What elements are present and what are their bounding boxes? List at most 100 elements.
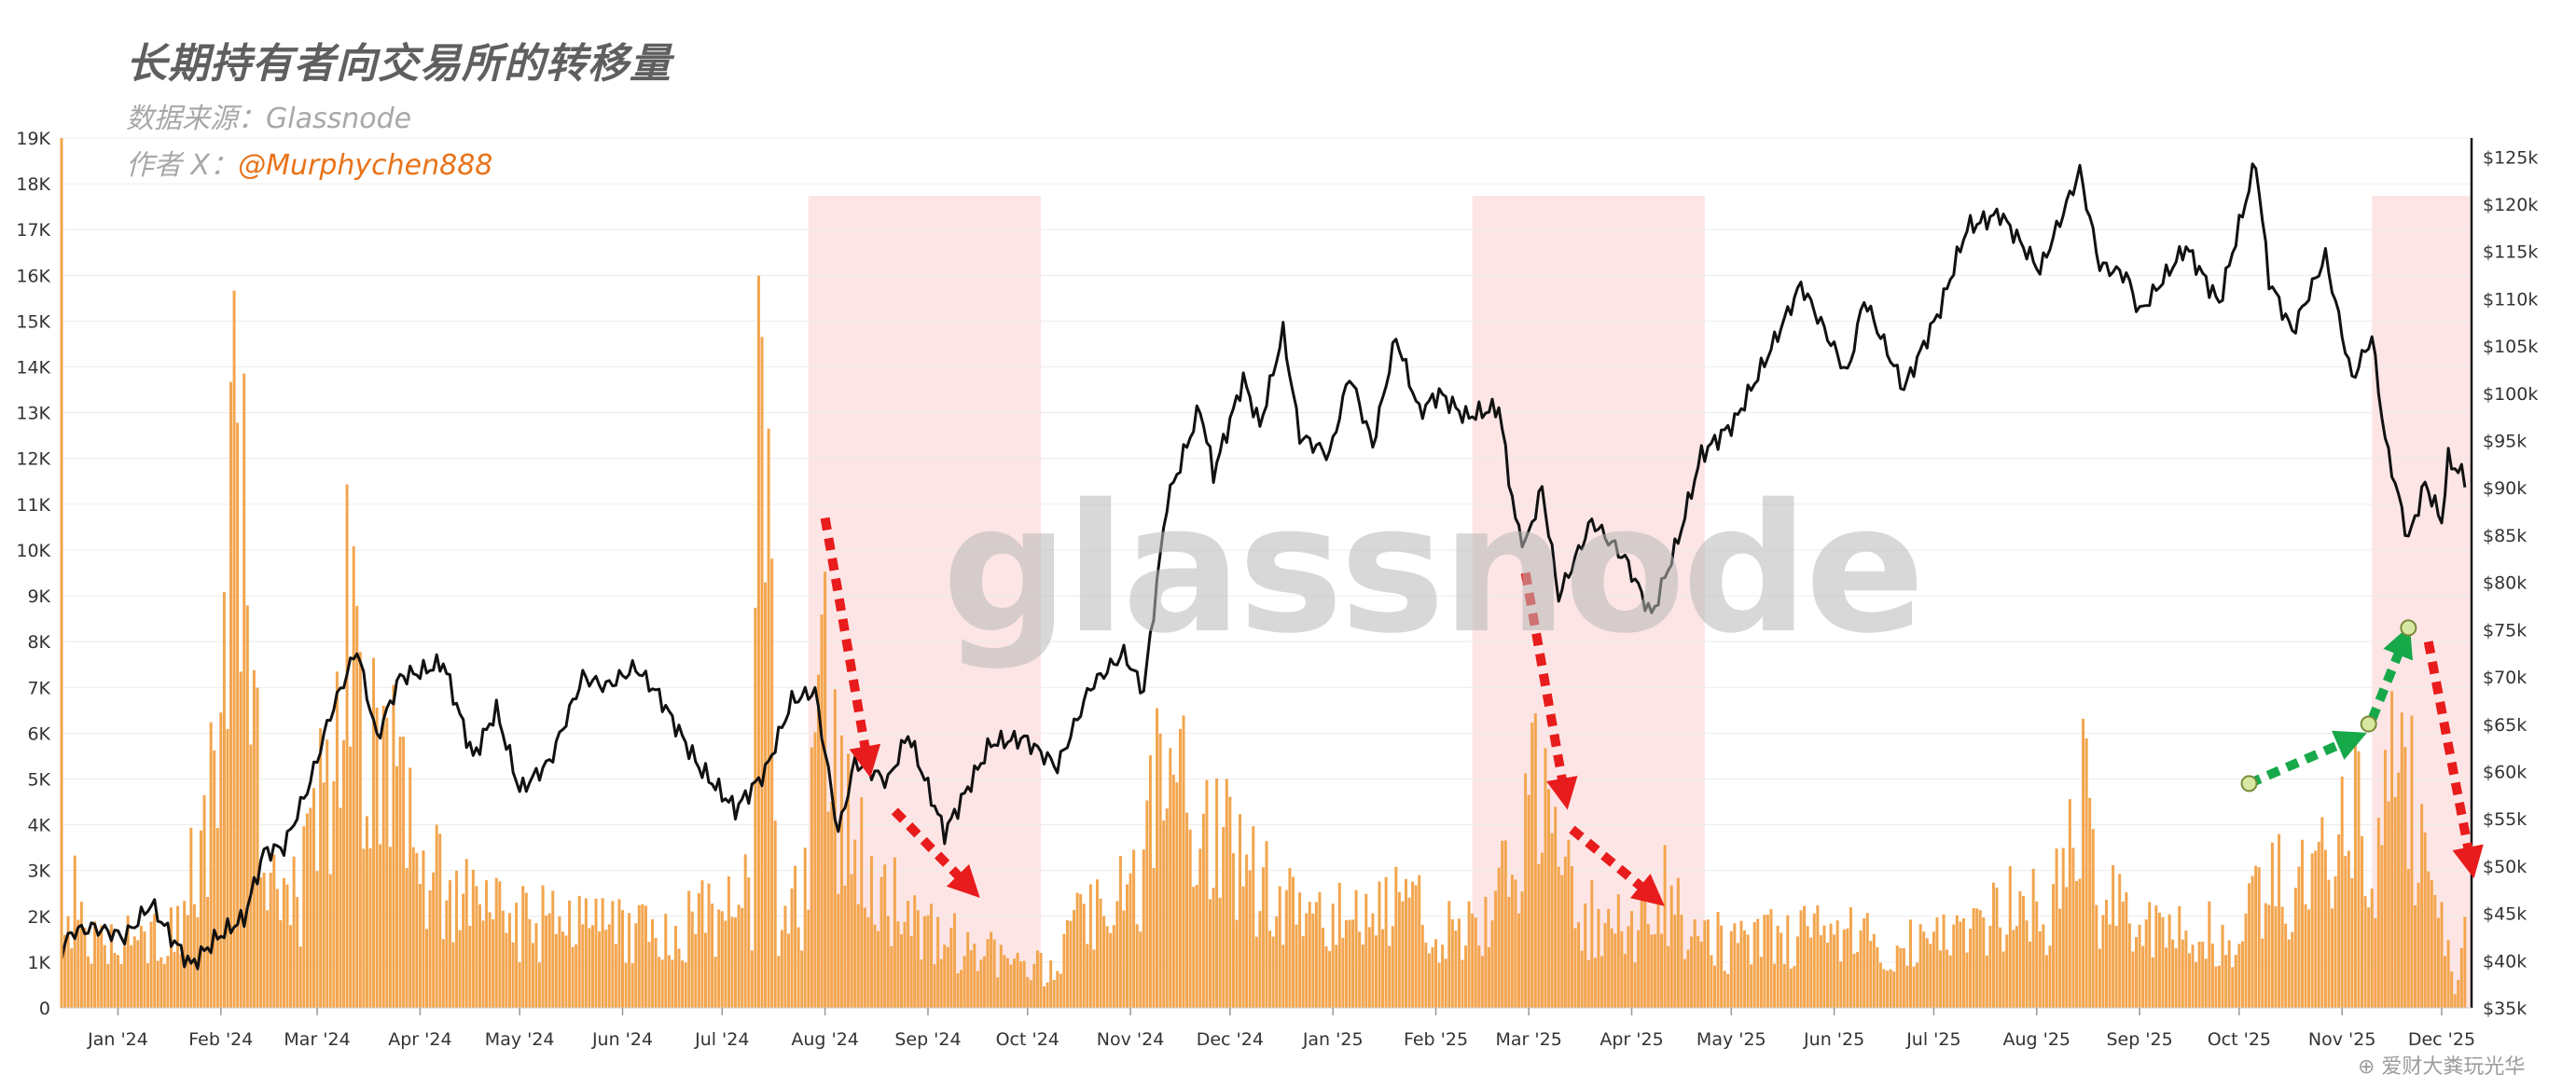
bar bbox=[930, 903, 934, 1008]
x-tick-label: Mar '24 bbox=[284, 1029, 350, 1050]
bar bbox=[617, 899, 621, 1008]
bar bbox=[1816, 905, 1820, 1008]
bar bbox=[1461, 959, 1464, 1008]
bar bbox=[1782, 963, 1786, 1008]
bar bbox=[720, 911, 724, 1008]
bar bbox=[1527, 794, 1530, 1008]
bar bbox=[1878, 962, 1882, 1008]
bar bbox=[2098, 948, 2101, 1008]
bar bbox=[392, 684, 395, 1008]
marker-dot bbox=[2400, 619, 2417, 637]
bar bbox=[899, 934, 903, 1008]
bar bbox=[2001, 951, 2005, 1008]
bar bbox=[1720, 925, 1724, 1008]
bar bbox=[1789, 968, 1793, 1008]
bar bbox=[1733, 923, 1737, 1008]
bar bbox=[1005, 958, 1009, 1008]
bar bbox=[1019, 961, 1023, 1008]
bar bbox=[1484, 896, 1488, 1008]
y-left-tick-label: 9K bbox=[27, 586, 50, 607]
bar bbox=[1763, 915, 1766, 1008]
bar bbox=[807, 909, 810, 1008]
bar bbox=[2084, 737, 2088, 1008]
bar bbox=[1567, 839, 1571, 1008]
bar bbox=[103, 944, 106, 1008]
bar bbox=[2427, 871, 2431, 1008]
bar bbox=[2108, 924, 2112, 1008]
bar bbox=[1035, 950, 1039, 1008]
bar bbox=[226, 728, 229, 1008]
bar bbox=[1863, 917, 1866, 1008]
bar bbox=[478, 903, 481, 1008]
bar bbox=[1112, 925, 1115, 1008]
bar bbox=[1600, 956, 1603, 1008]
bar bbox=[1252, 826, 1255, 1008]
bar bbox=[1235, 919, 1239, 1008]
bar bbox=[1029, 980, 1032, 1008]
bar bbox=[956, 973, 960, 1008]
y-right-tick-label: $95k bbox=[2483, 432, 2527, 452]
bar bbox=[1773, 963, 1777, 1008]
x-tick-label: Jan '25 bbox=[1302, 1029, 1364, 1050]
bar bbox=[1793, 965, 1796, 1008]
bar bbox=[1653, 933, 1656, 1008]
bar bbox=[687, 890, 691, 1008]
y-left-tick-label: 13K bbox=[16, 404, 50, 424]
bar bbox=[673, 925, 677, 1008]
bar bbox=[1501, 840, 1504, 1008]
up-arrow bbox=[2367, 625, 2413, 722]
author-handle[interactable]: @Murphychen888 bbox=[238, 149, 493, 182]
y-right-tick-label: $105k bbox=[2483, 337, 2538, 357]
bar bbox=[939, 958, 943, 1008]
bar bbox=[2197, 941, 2201, 1008]
bar bbox=[992, 939, 996, 1008]
bar bbox=[2065, 887, 2069, 1008]
bar bbox=[2367, 907, 2371, 1008]
bar bbox=[1414, 885, 1418, 1008]
y-right-tick-label: $110k bbox=[2483, 289, 2538, 310]
bar bbox=[1780, 932, 1783, 1008]
bar bbox=[1271, 936, 1275, 1008]
y-right-tick-label: $70k bbox=[2483, 668, 2527, 688]
bar bbox=[883, 864, 887, 1008]
y-right-tick-label: $75k bbox=[2483, 620, 2527, 641]
bar bbox=[1710, 955, 1713, 1008]
bar bbox=[1009, 964, 1013, 1008]
bar bbox=[296, 897, 299, 1008]
bar bbox=[1673, 914, 1677, 1008]
bar bbox=[1961, 918, 1965, 1008]
bar bbox=[1225, 779, 1228, 1008]
bar bbox=[79, 902, 83, 1008]
bar bbox=[86, 956, 90, 1008]
bar bbox=[2383, 750, 2387, 1008]
bar bbox=[1311, 913, 1315, 1008]
x-tick-label: Jun '24 bbox=[591, 1029, 653, 1050]
bar bbox=[1351, 919, 1355, 1008]
bar bbox=[1965, 952, 1969, 1008]
y-left-tick-label: 8K bbox=[27, 632, 50, 653]
bar bbox=[242, 373, 246, 1009]
bar bbox=[162, 963, 166, 1008]
bar bbox=[2307, 909, 2311, 1008]
bar bbox=[2261, 938, 2264, 1008]
bar bbox=[551, 890, 555, 1008]
bar bbox=[113, 952, 117, 1008]
bar bbox=[2178, 905, 2181, 1008]
y-left-tick-label: 11K bbox=[16, 495, 50, 516]
bar bbox=[192, 903, 196, 1008]
bar bbox=[1444, 958, 1447, 1008]
bar bbox=[1643, 881, 1647, 1008]
y-right-tick-label: $55k bbox=[2483, 809, 2527, 830]
bar bbox=[750, 950, 754, 1008]
bar bbox=[1613, 933, 1617, 1008]
bar bbox=[577, 895, 581, 1008]
bar bbox=[2297, 866, 2301, 1008]
bar bbox=[1407, 897, 1411, 1008]
bar bbox=[1185, 812, 1189, 1008]
bar bbox=[1156, 708, 1159, 1008]
bar bbox=[505, 932, 508, 1008]
bar bbox=[2444, 956, 2447, 1008]
bar bbox=[1129, 873, 1132, 1008]
bar bbox=[1261, 867, 1265, 1008]
bar bbox=[2204, 958, 2208, 1008]
